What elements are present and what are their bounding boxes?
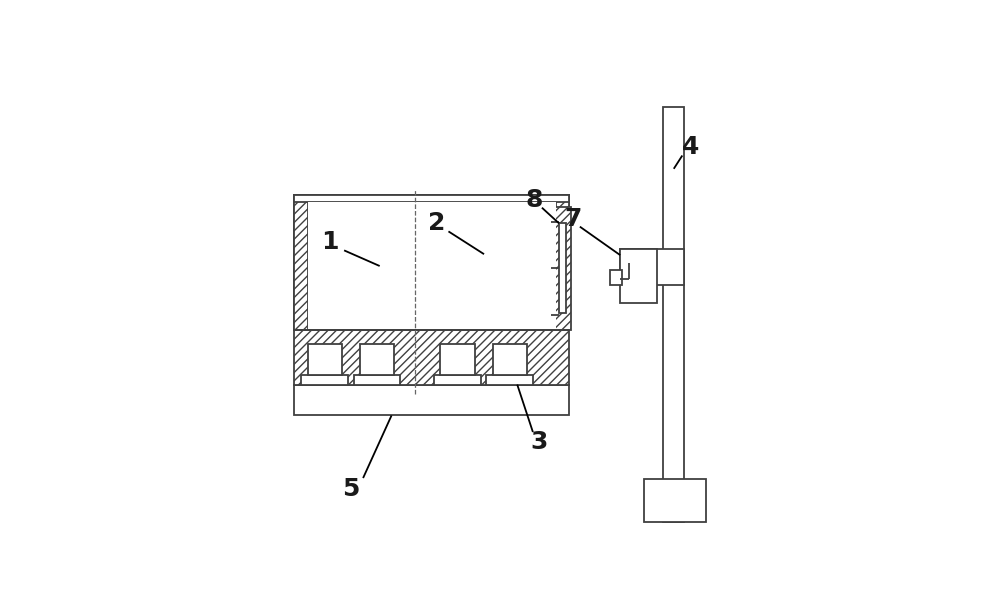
Bar bbox=[551, 207, 571, 330]
Bar bbox=[620, 249, 684, 285]
Text: 7: 7 bbox=[565, 206, 582, 230]
Bar bbox=[559, 224, 566, 314]
Bar bbox=[440, 344, 475, 375]
Bar bbox=[354, 375, 400, 384]
Bar bbox=[308, 344, 342, 375]
Bar bbox=[620, 249, 657, 302]
Bar bbox=[294, 384, 569, 415]
Text: 1: 1 bbox=[321, 230, 339, 254]
Bar bbox=[610, 270, 622, 285]
Text: 2: 2 bbox=[428, 211, 445, 235]
Bar bbox=[294, 195, 308, 330]
Text: 8: 8 bbox=[525, 188, 543, 212]
Bar bbox=[294, 195, 569, 330]
Bar bbox=[294, 195, 569, 201]
Text: 4: 4 bbox=[682, 136, 699, 160]
Bar bbox=[360, 344, 394, 375]
Bar bbox=[556, 195, 569, 330]
Bar bbox=[493, 344, 527, 375]
Bar bbox=[434, 375, 481, 384]
Bar bbox=[644, 479, 706, 522]
Bar bbox=[294, 330, 569, 384]
Bar bbox=[301, 375, 348, 384]
Bar bbox=[308, 201, 556, 330]
Bar bbox=[663, 107, 684, 522]
Text: 3: 3 bbox=[530, 429, 547, 453]
Text: 5: 5 bbox=[343, 477, 360, 501]
Bar bbox=[486, 375, 533, 384]
